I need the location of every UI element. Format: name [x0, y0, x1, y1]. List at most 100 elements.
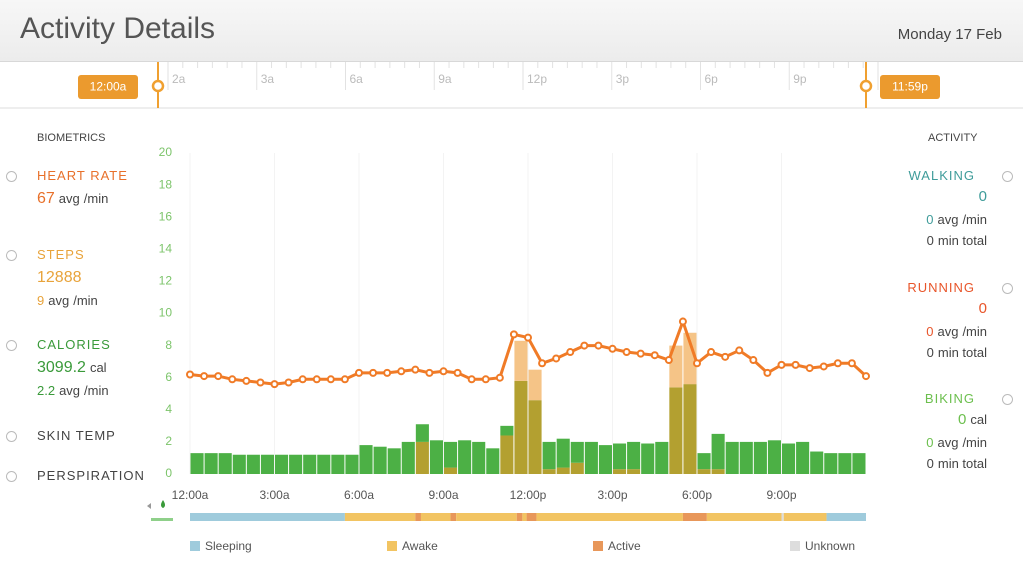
bar-segment	[514, 380, 528, 474]
bar-segment	[613, 443, 627, 470]
line-point	[284, 378, 293, 387]
line-point	[862, 372, 870, 381]
collapse-arrow[interactable]	[147, 503, 151, 509]
legend-label: Sleeping	[205, 539, 252, 553]
y-tick-label: 10	[159, 306, 173, 320]
strip-tick-label: 3p	[616, 72, 630, 86]
bar-segment	[739, 441, 753, 474]
check-toggle[interactable]	[6, 250, 17, 261]
legend-label: Active	[608, 539, 641, 553]
metric-text: min total	[937, 233, 987, 248]
status-segment	[344, 513, 416, 521]
bar-segment	[275, 454, 289, 474]
metric-label: PERSPIRATION	[37, 468, 145, 483]
y-tick-label: 4	[165, 402, 172, 416]
range-handle[interactable]	[880, 75, 940, 99]
line-point	[749, 356, 758, 365]
check-toggle[interactable]	[1002, 171, 1013, 182]
metric-text: avg	[937, 435, 959, 450]
x-tick-label: 3:00a	[259, 488, 289, 502]
bar-segment	[289, 454, 303, 474]
strip-tick-label: 2a	[172, 72, 186, 86]
range-label: 12:00a	[90, 80, 127, 94]
status-segment	[456, 513, 517, 521]
strip-tick-label: 9p	[793, 72, 807, 86]
metric-row: 0 avg/min	[926, 435, 991, 450]
metric-text: min total	[937, 456, 987, 471]
bar-segment	[528, 369, 542, 401]
panel-title: ACTIVITY	[928, 132, 978, 144]
bar-segment	[331, 454, 345, 474]
metric-label: BIKING	[924, 391, 975, 406]
bar-segment	[697, 453, 711, 470]
bar-segment	[472, 441, 486, 474]
line-point	[481, 375, 490, 384]
bar-segment	[782, 443, 796, 474]
line-point	[650, 351, 659, 360]
metric-text: 0	[926, 212, 934, 227]
check-toggle[interactable]	[1002, 394, 1013, 405]
bar-segment	[190, 453, 204, 474]
line-point	[397, 367, 406, 376]
bar-segment	[655, 441, 669, 474]
metric-text: 2.2	[37, 383, 56, 398]
bar-segment	[204, 453, 218, 474]
bar-segment	[317, 454, 331, 474]
metric-text: cal	[970, 412, 987, 427]
line-point	[186, 370, 194, 379]
bar-segment	[514, 340, 528, 381]
line-point	[538, 359, 547, 368]
drop-icon	[161, 500, 165, 508]
metric-text: /min	[962, 212, 987, 227]
line-point	[439, 367, 448, 376]
check-toggle[interactable]	[1002, 283, 1013, 294]
status-segment	[415, 513, 421, 521]
legend-swatch	[190, 541, 200, 551]
page-title: Activity Details	[20, 12, 216, 45]
status-segment	[682, 513, 707, 521]
metric-row: 0 min total	[927, 456, 991, 471]
status-segment	[783, 513, 827, 521]
line-point	[721, 352, 730, 361]
bar-segment	[260, 454, 274, 474]
bar-segment	[415, 441, 429, 474]
line-point	[453, 368, 462, 377]
line-point	[622, 348, 631, 357]
status-segment	[536, 513, 683, 521]
check-toggle[interactable]	[6, 431, 17, 442]
metric-text: /min	[73, 293, 98, 308]
metric-text: cal	[89, 360, 107, 375]
check-toggle[interactable]	[6, 171, 17, 182]
line-point	[819, 362, 828, 371]
bar-segment	[556, 438, 570, 468]
line-point	[425, 368, 434, 377]
line-point	[594, 341, 603, 350]
metric-text: avg	[58, 191, 80, 206]
line-point	[312, 375, 321, 384]
check-toggle[interactable]	[6, 471, 17, 482]
bar-segment	[401, 441, 415, 474]
line-point	[256, 378, 265, 387]
line-point	[566, 348, 575, 357]
metric-text: 0	[926, 233, 934, 248]
y-tick-label: 6	[165, 370, 172, 384]
bar-segment	[458, 440, 472, 474]
line-point	[242, 376, 251, 385]
bar-segment	[429, 440, 443, 474]
bar-segment	[500, 425, 514, 436]
legend-swatch	[593, 541, 603, 551]
check-toggle[interactable]	[6, 340, 17, 351]
metric-row: 12888	[37, 269, 86, 287]
y-tick-label: 12	[159, 274, 173, 288]
status-segment	[420, 513, 451, 521]
x-tick-label: 6:00p	[682, 488, 712, 502]
line-point	[270, 380, 279, 389]
bar-segment	[500, 435, 514, 474]
range-handle[interactable]	[78, 75, 138, 99]
metric-text: avg	[937, 212, 959, 227]
line-point	[791, 360, 800, 369]
line-point	[214, 372, 223, 381]
line-point	[707, 348, 716, 357]
range-knob	[151, 79, 165, 93]
bar-segment	[232, 454, 246, 474]
